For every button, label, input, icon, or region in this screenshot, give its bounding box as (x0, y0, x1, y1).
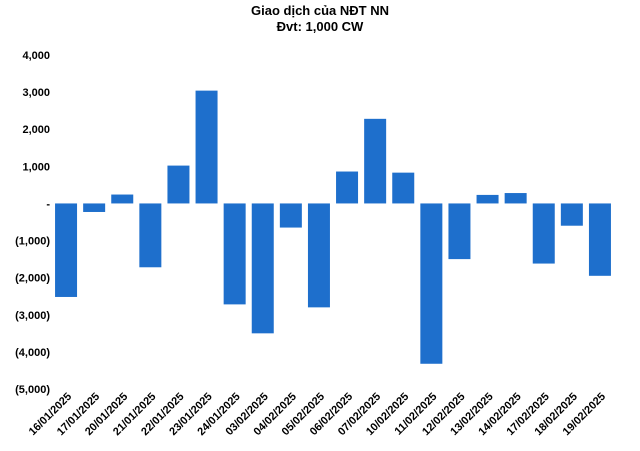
bar (364, 118, 387, 204)
bar (392, 172, 415, 204)
bar (448, 203, 471, 260)
bar (588, 203, 611, 276)
bar (560, 203, 583, 226)
y-tick-label: (4,000) (15, 347, 50, 359)
bar (336, 171, 359, 204)
y-axis: 4,000 3,000 2,000 1,000 - (1,000) (2,000) (3,00… (15, 50, 50, 396)
y-tick-label: 3,000 (22, 87, 50, 99)
bar (532, 203, 555, 264)
bar (307, 203, 330, 308)
bar (420, 203, 443, 364)
bar (476, 194, 499, 204)
bar (55, 203, 78, 297)
y-tick-label: 1,000 (22, 161, 50, 173)
bar (279, 203, 302, 228)
bar (83, 203, 106, 212)
bar (504, 193, 527, 204)
y-tick-label: (5,000) (15, 384, 50, 396)
bar (139, 203, 162, 268)
bars (55, 90, 611, 364)
chart-subtitle: Đvt: 1,000 CW (277, 19, 364, 34)
bar (251, 203, 274, 334)
y-tick-label: - (46, 198, 50, 210)
y-tick-label: (3,000) (15, 310, 50, 322)
bar (195, 90, 218, 204)
bar (223, 203, 246, 305)
y-tick-label: (2,000) (15, 273, 50, 285)
bar (111, 194, 134, 204)
y-tick-label: 4,000 (22, 50, 50, 62)
x-axis: 16/01/202517/01/202520/01/202521/01/2025… (27, 391, 608, 438)
y-tick-label: 2,000 (22, 124, 50, 136)
bar (167, 165, 190, 204)
chart-title: Giao dịch của NĐT NN (251, 3, 389, 18)
y-tick-label: (1,000) (15, 236, 50, 248)
